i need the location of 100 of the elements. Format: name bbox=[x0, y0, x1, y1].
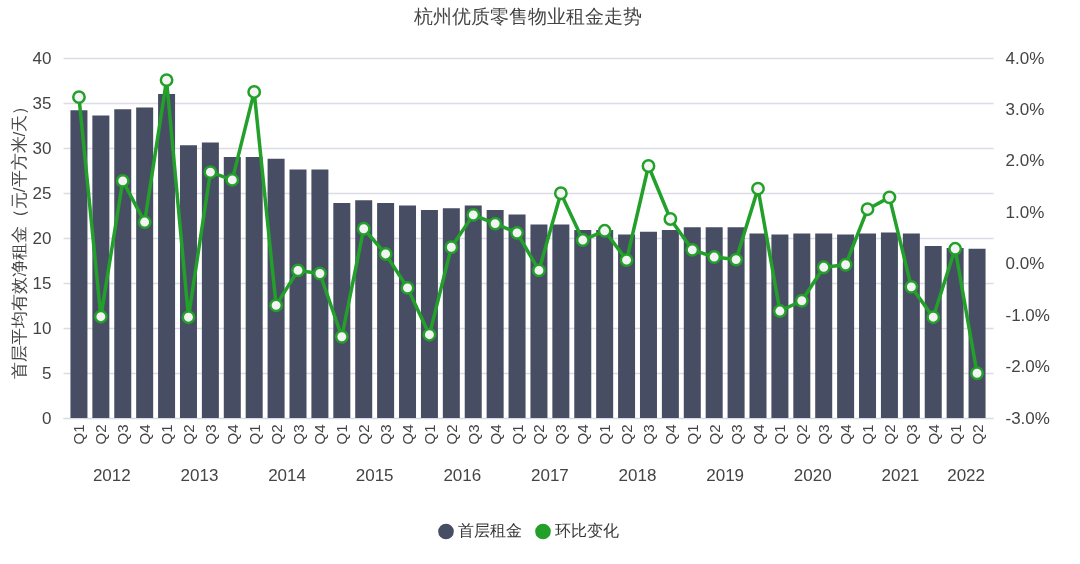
point bbox=[225, 172, 240, 187]
x-tick-label: Q2 bbox=[968, 424, 986, 445]
point bbox=[794, 293, 809, 308]
y2-tick-label: 4.0% bbox=[1005, 48, 1045, 68]
text: 2014 bbox=[268, 466, 306, 485]
x-tick-label: Q4 bbox=[486, 424, 504, 445]
bar bbox=[355, 200, 373, 418]
point bbox=[312, 266, 327, 281]
point bbox=[203, 165, 218, 180]
x-tick-label: Q4 bbox=[223, 424, 241, 445]
bar bbox=[508, 214, 526, 418]
point bbox=[159, 73, 174, 88]
y2-tick-label: 3.0% bbox=[1005, 99, 1045, 119]
x-tick-label: Q2 bbox=[793, 424, 811, 445]
x-tick-label: Q1 bbox=[333, 424, 351, 445]
point bbox=[181, 310, 196, 325]
bar bbox=[924, 246, 942, 418]
bar bbox=[114, 109, 132, 418]
bar bbox=[311, 169, 329, 418]
bar bbox=[771, 234, 789, 418]
point bbox=[772, 304, 787, 318]
x-tick-label: Q3 bbox=[727, 424, 745, 445]
x-tick-label: Q4 bbox=[924, 424, 942, 445]
x-tick-label: Q4 bbox=[837, 424, 855, 445]
bar bbox=[223, 157, 241, 418]
x-tick-label: Q4 bbox=[749, 424, 767, 445]
point bbox=[488, 216, 503, 231]
y-tick-label: 10 bbox=[32, 318, 52, 338]
x-tick-label: Q4 bbox=[661, 424, 679, 445]
text: 2022 bbox=[947, 466, 986, 485]
y-tick-label: 25 bbox=[32, 183, 52, 203]
text: 2021 bbox=[881, 466, 920, 485]
bar bbox=[267, 158, 285, 418]
x-tick-label: Q1 bbox=[596, 424, 614, 445]
bar bbox=[596, 229, 614, 418]
x-tick-label: Q1 bbox=[508, 424, 526, 445]
x-tick-label: Q3 bbox=[552, 424, 570, 445]
point bbox=[510, 225, 524, 240]
y2-tick-label: -2.0% bbox=[1005, 357, 1050, 377]
bar bbox=[880, 232, 898, 418]
y2-tick-label: -3.0% bbox=[1005, 408, 1050, 428]
x-tick-label: Q2 bbox=[92, 424, 110, 445]
text: 2017 bbox=[530, 466, 569, 485]
legend-label: 环比变化 bbox=[555, 522, 619, 540]
y-tick-label: 35 bbox=[32, 93, 52, 113]
x-tick-label: Q1 bbox=[70, 424, 88, 445]
bar bbox=[815, 233, 833, 418]
bar bbox=[749, 233, 767, 418]
bar bbox=[727, 227, 745, 418]
text: 2020 bbox=[793, 466, 832, 485]
point bbox=[422, 327, 437, 342]
bar bbox=[574, 229, 592, 418]
bar bbox=[486, 210, 504, 418]
bar bbox=[399, 205, 417, 418]
x-tick-label: Q4 bbox=[136, 424, 154, 445]
x-tick-label: Q2 bbox=[880, 424, 898, 445]
bar bbox=[289, 169, 307, 418]
bar bbox=[136, 107, 154, 418]
x-tick-label: Q1 bbox=[420, 424, 438, 445]
bar bbox=[683, 227, 701, 418]
point bbox=[356, 221, 371, 236]
bar bbox=[201, 142, 219, 418]
point bbox=[619, 253, 634, 268]
x-tick-label: Q1 bbox=[683, 424, 701, 445]
point bbox=[751, 181, 765, 196]
x-tick-label: Q1 bbox=[158, 424, 176, 445]
point bbox=[575, 233, 590, 247]
x-tick-label: Q3 bbox=[201, 424, 219, 445]
x-tick-label: Q1 bbox=[771, 424, 789, 445]
bar bbox=[793, 233, 811, 418]
bar bbox=[245, 157, 263, 418]
point bbox=[115, 173, 130, 188]
bar bbox=[552, 224, 570, 418]
bar bbox=[705, 227, 723, 418]
bar bbox=[442, 208, 460, 418]
point bbox=[729, 252, 744, 267]
point bbox=[444, 240, 459, 255]
point bbox=[882, 190, 897, 205]
bar bbox=[530, 224, 548, 418]
text: 2018 bbox=[618, 466, 657, 485]
y-tick-label: 0 bbox=[42, 408, 52, 428]
x-tick-label: Q4 bbox=[311, 424, 329, 445]
bar bbox=[859, 233, 877, 418]
x-tick-label: Q4 bbox=[574, 424, 592, 445]
y-tick-label: 40 bbox=[32, 48, 52, 68]
point bbox=[926, 310, 941, 325]
point bbox=[137, 215, 152, 229]
point bbox=[72, 90, 86, 105]
point bbox=[641, 159, 656, 173]
x-tick-label: Q3 bbox=[902, 424, 920, 445]
y2-tick-label: 1.0% bbox=[1005, 202, 1045, 222]
point bbox=[970, 366, 984, 381]
bar bbox=[837, 234, 855, 418]
point bbox=[685, 242, 700, 257]
bar bbox=[333, 202, 351, 418]
y2-tick-label: 0.0% bbox=[1005, 254, 1045, 274]
text: 2015 bbox=[355, 466, 394, 485]
point bbox=[247, 85, 262, 99]
x-tick-label: Q3 bbox=[377, 424, 395, 445]
bar bbox=[902, 233, 920, 418]
